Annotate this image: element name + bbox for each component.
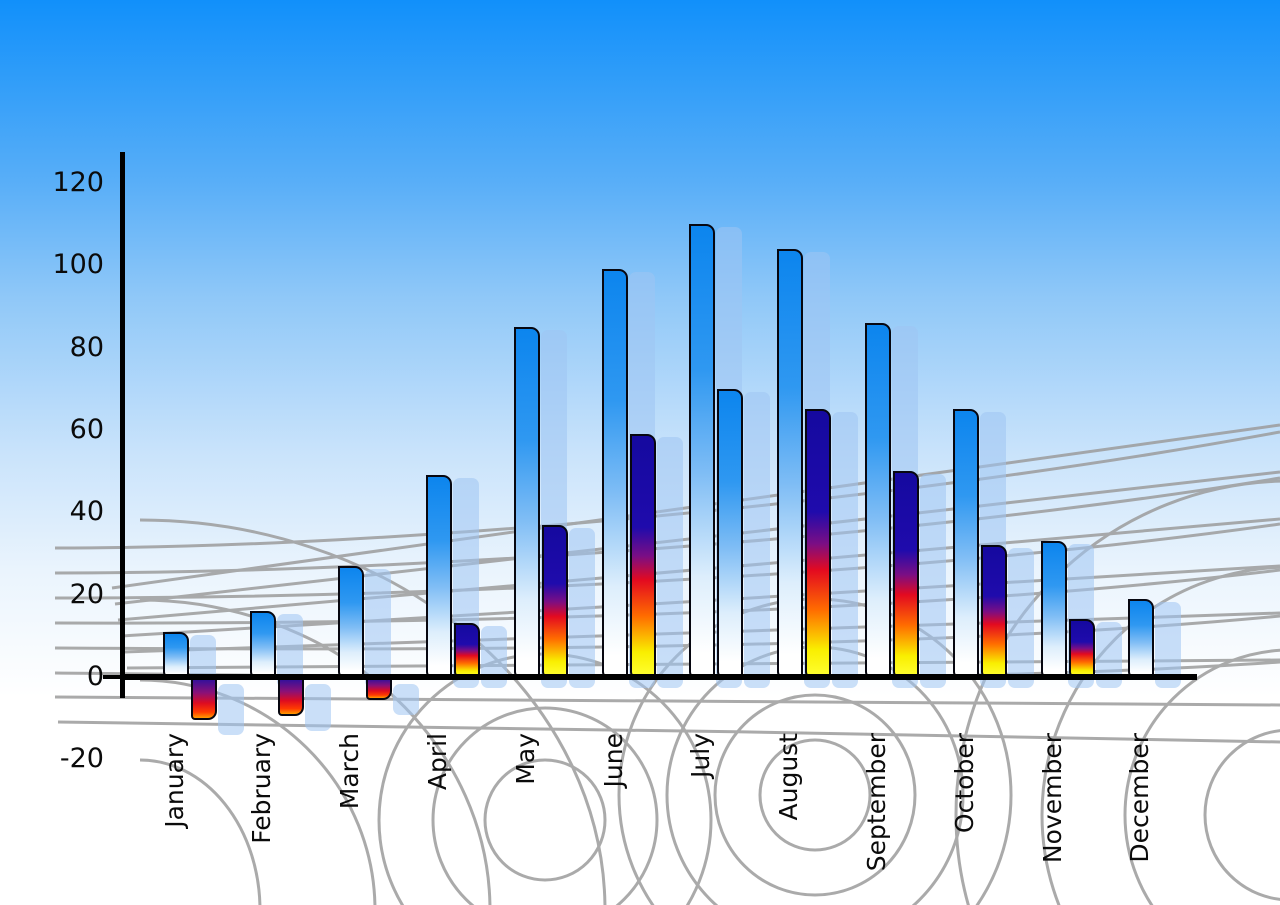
bar-shadow xyxy=(919,474,946,688)
zero-tick xyxy=(103,675,122,679)
secondary-bar xyxy=(717,388,744,678)
primary-bar xyxy=(425,475,452,678)
secondary-bar xyxy=(541,524,568,678)
primary-bar xyxy=(777,248,804,678)
x-axis-label: March xyxy=(335,733,365,810)
x-axis-label: November xyxy=(1037,733,1067,864)
y-axis-tick-label: 0 xyxy=(86,661,104,692)
y-axis-tick-label: 20 xyxy=(69,578,104,610)
x-axis-label: July xyxy=(686,733,716,778)
bar-shadow xyxy=(305,684,332,732)
x-axis-label: February xyxy=(247,733,277,844)
x-axis-label: August xyxy=(774,733,804,821)
primary-bar xyxy=(864,322,891,678)
secondary-bar xyxy=(629,434,656,678)
primary-bar xyxy=(952,409,979,678)
bar-shadow xyxy=(568,527,595,688)
y-axis-line xyxy=(120,152,125,698)
primary-bar xyxy=(513,327,540,678)
bar-shadow xyxy=(1155,601,1182,688)
y-axis-tick-label: -20 xyxy=(59,743,104,775)
x-axis-label: January xyxy=(159,733,189,828)
x-axis-label: April xyxy=(422,733,452,791)
bar-shadow xyxy=(832,412,859,688)
primary-bar xyxy=(250,611,277,678)
bar-shadow xyxy=(217,684,244,736)
primary-bar xyxy=(1040,541,1067,678)
secondary-bar-negative xyxy=(278,679,305,717)
x-axis-label: June xyxy=(598,733,628,788)
secondary-bar xyxy=(805,409,832,678)
y-axis-tick-label: 120 xyxy=(52,166,104,198)
bar-shadow xyxy=(744,391,771,688)
secondary-bar xyxy=(980,545,1007,678)
x-axis-line xyxy=(120,674,1197,680)
x-axis-label: September xyxy=(861,733,891,872)
x-axis-label: October xyxy=(949,733,979,834)
primary-bar xyxy=(689,224,716,678)
primary-bar xyxy=(338,565,365,678)
secondary-bar xyxy=(892,471,919,678)
y-axis-tick-label: 60 xyxy=(69,413,104,445)
primary-bar xyxy=(1128,598,1155,678)
y-axis-tick-label: 100 xyxy=(52,249,104,281)
y-axis-tick-label: 40 xyxy=(69,496,104,528)
bar-shadow xyxy=(656,437,683,688)
secondary-bar-negative xyxy=(190,679,217,721)
bar-shadow xyxy=(1007,548,1034,688)
y-axis-tick-label: 80 xyxy=(69,331,104,363)
primary-bar xyxy=(601,269,628,678)
secondary-bar-negative xyxy=(366,679,393,700)
bar-shadow xyxy=(365,568,392,688)
x-axis-label: December xyxy=(1125,733,1155,863)
bar-shadow xyxy=(393,684,420,715)
x-axis-label: May xyxy=(510,733,540,785)
